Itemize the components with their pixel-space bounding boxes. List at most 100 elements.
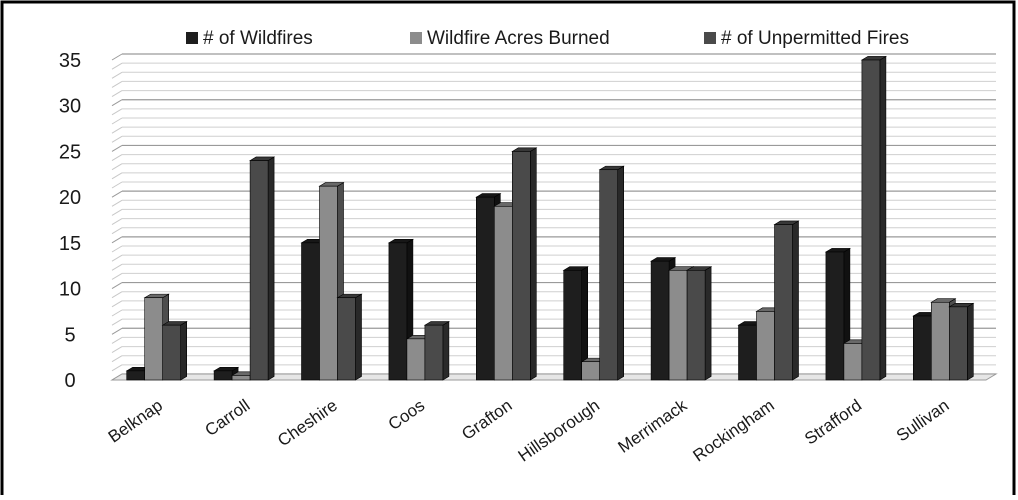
bar-front <box>738 324 757 381</box>
gridline-minor-side <box>111 318 123 326</box>
y-tick-label: 15 <box>59 233 81 255</box>
bar-of-unpermitted-fires-carroll <box>249 156 276 381</box>
bar-front <box>249 160 269 381</box>
y-tick-label: 10 <box>59 279 81 301</box>
bar-side <box>879 55 887 381</box>
gridline-minor-side <box>111 300 123 308</box>
y-tick-label: 30 <box>59 96 81 118</box>
bar-front <box>948 306 968 381</box>
bar-of-unpermitted-fires-merrimack <box>686 266 713 381</box>
gridline-minor-side <box>111 254 123 262</box>
gridline-minor-side <box>111 263 123 271</box>
bar-side <box>355 293 362 381</box>
bar-front <box>825 251 845 381</box>
bar-of-unpermitted-fires-rockingham <box>773 220 800 381</box>
legend-swatch <box>410 32 422 44</box>
gridline-minor-side <box>111 163 123 171</box>
bar-front <box>337 297 356 381</box>
gridline-major-side <box>111 144 123 152</box>
bar-side <box>704 266 712 381</box>
bar-front <box>301 242 320 381</box>
y-tick-label: 0 <box>64 370 75 392</box>
gridline-minor-side <box>111 199 123 207</box>
bar-front <box>861 59 881 381</box>
gridline-minor-side <box>111 346 123 354</box>
bar-side <box>617 165 625 381</box>
bar-side <box>529 147 537 381</box>
bar-of-unpermitted-fires-coos <box>423 321 450 381</box>
gridline-minor-side <box>111 90 123 98</box>
gridline-minor-side <box>111 272 123 280</box>
legend-swatch <box>704 32 716 44</box>
bar-front <box>686 269 706 381</box>
gridline-minor-side <box>111 117 123 125</box>
bar-front <box>213 370 233 381</box>
gridline-minor-side <box>111 135 123 143</box>
bar-front <box>581 361 601 381</box>
bar-of-unpermitted-fires-grafton <box>511 147 538 381</box>
gridline-major-side <box>111 236 123 244</box>
gridline-minor-side <box>111 227 123 235</box>
bar-front <box>912 315 932 381</box>
bar-front <box>843 343 863 381</box>
bar-front <box>756 311 775 381</box>
bar-front <box>424 324 444 381</box>
bar-front <box>475 196 495 381</box>
bar-front <box>930 301 950 381</box>
y-tick-label: 20 <box>59 187 81 209</box>
gridline-minor-side <box>111 71 123 79</box>
bar-of-unpermitted-fires-hillsborough <box>598 165 625 381</box>
bar-side <box>442 321 450 381</box>
gridline-major-side <box>111 99 123 107</box>
legend-item-of-wildfires: # of Wildfires <box>186 28 313 49</box>
bar-of-unpermitted-fires-belknap <box>161 321 188 381</box>
gridline-minor-side <box>111 208 123 216</box>
gridline-minor-side <box>111 355 123 363</box>
bar-side <box>792 220 799 381</box>
gridline-major-side <box>111 190 123 198</box>
gridline-minor-side <box>111 62 123 70</box>
bar-front <box>319 185 338 381</box>
bar-front <box>162 324 181 381</box>
y-tick-label: 25 <box>59 141 81 163</box>
gridline-major-side <box>111 282 123 290</box>
bar-front <box>599 169 619 381</box>
legend-swatch <box>186 32 198 44</box>
bar-side <box>180 321 187 381</box>
legend-label: # of Unpermitted Fires <box>721 28 909 49</box>
gridline-minor-side <box>111 309 123 317</box>
y-tick-label: 5 <box>64 324 75 346</box>
legend-label: Wildfire Acres Burned <box>427 28 610 49</box>
gridline-minor-side <box>111 291 123 299</box>
bar-of-wildfires-hillsborough <box>562 266 589 381</box>
legend-item-of-unpermitted-fires: # of Unpermitted Fires <box>704 28 909 49</box>
bar-front <box>144 297 163 381</box>
gridline-minor-side <box>111 154 123 162</box>
gridline-minor-side <box>111 80 123 88</box>
gridline-minor-side <box>111 245 123 253</box>
bar-side <box>267 156 275 381</box>
legend-label: # of Wildfires <box>203 28 313 49</box>
legend: # of Wildfires Wildfire Acres Burned # of … <box>186 28 909 49</box>
bar-front <box>774 224 793 381</box>
gridline-major-side <box>111 53 123 61</box>
bar-of-unpermitted-fires-strafford <box>860 55 887 381</box>
bar-front <box>668 269 688 381</box>
legend-item-wildfire-acres-burned: Wildfire Acres Burned <box>410 28 610 49</box>
gridline-major-side <box>111 327 123 335</box>
bar-front <box>563 269 583 381</box>
bars <box>125 55 975 381</box>
bar-front <box>231 375 251 381</box>
gridline-minor-side <box>111 172 123 180</box>
gridline-minor-side <box>111 336 123 344</box>
gridline-minor-side <box>111 364 123 372</box>
bar-of-unpermitted-fires-cheshire <box>336 293 363 381</box>
gridline-minor-side <box>111 108 123 116</box>
bar-front <box>511 151 531 381</box>
gridline-minor-side <box>111 126 123 134</box>
bar-front <box>388 242 408 381</box>
bar-front <box>650 260 670 381</box>
bar-front <box>493 205 513 381</box>
